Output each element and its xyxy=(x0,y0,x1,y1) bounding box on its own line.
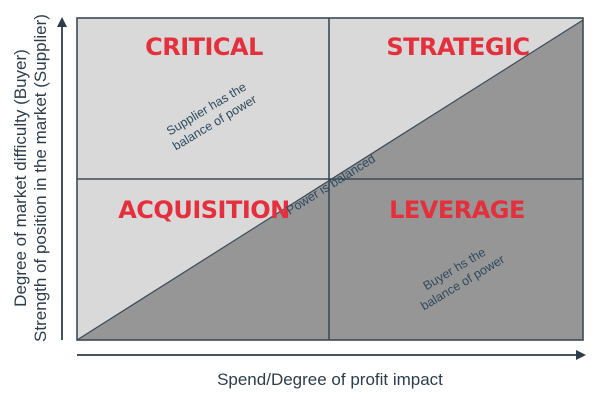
quadrant-leverage-title: LEVERAGE xyxy=(389,196,525,224)
y-axis-arrowhead xyxy=(57,17,67,27)
x-axis-arrowhead xyxy=(576,350,586,360)
quadrant-strategic-title: STRATEGIC xyxy=(386,33,529,61)
y-axis-label-line2: Strength of position in the market (Supp… xyxy=(31,14,50,342)
x-axis-label: Spend/Degree of profit impact xyxy=(217,370,443,389)
y-axis-arrow xyxy=(57,17,67,340)
balance-diagonal xyxy=(76,19,584,341)
quadrant-acquisition-title: ACQUISITION xyxy=(118,196,290,224)
x-axis-arrow xyxy=(77,350,586,360)
quadrant-critical-title: CRITICAL xyxy=(145,33,263,61)
matrix-frame xyxy=(76,17,584,341)
y-axis-label-line1: Degree of market difficulty (Buyer) xyxy=(11,49,30,307)
